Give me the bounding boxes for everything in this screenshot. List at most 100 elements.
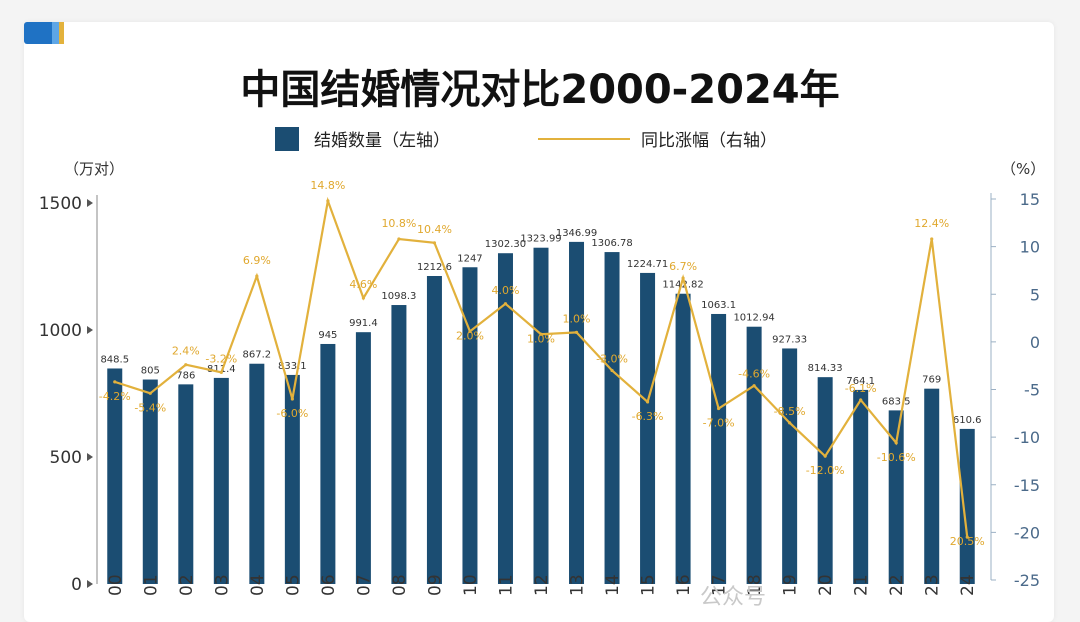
yoy-point xyxy=(326,199,330,203)
bar-22 xyxy=(888,410,904,584)
yoy-value-label: -3.2% xyxy=(205,352,237,365)
x-tick-label: 05 xyxy=(283,574,303,596)
bar-10 xyxy=(462,267,478,584)
yoy-point xyxy=(859,398,863,402)
yoy-point xyxy=(717,406,721,411)
yoy-value-label: 4.6% xyxy=(349,278,377,291)
bar-value-label: 1306.78 xyxy=(591,238,632,249)
bar-21 xyxy=(853,389,869,584)
yoy-value-label: -7.0% xyxy=(703,417,735,430)
bar-value-label: 1098.3 xyxy=(381,291,416,302)
bar-24 xyxy=(959,428,975,584)
yoy-value-label: 6.7% xyxy=(669,260,697,273)
bar-value-label: 1247 xyxy=(457,253,482,264)
bar-02 xyxy=(178,384,194,584)
yoy-value-label: -4.6% xyxy=(738,368,770,381)
legend-bar-swatch xyxy=(275,127,299,151)
x-tick-label: 23 xyxy=(923,574,943,596)
bar-value-label: 805 xyxy=(141,366,160,377)
x-tick-label: 13 xyxy=(568,574,588,596)
yoy-point xyxy=(397,237,401,241)
chart-title: 中国结婚情况对比2000-2024年 xyxy=(240,67,839,113)
bar-value-label: 991.4 xyxy=(349,318,378,329)
yoy-point xyxy=(965,535,969,539)
bar-00 xyxy=(107,368,123,584)
bar-value-label: 610.6 xyxy=(953,415,982,426)
right-tick-label: 15 xyxy=(1020,190,1040,209)
bar-13 xyxy=(569,241,585,585)
x-tick-label: 22 xyxy=(887,574,907,596)
bar-08 xyxy=(391,305,407,584)
yoy-point xyxy=(539,332,543,336)
left-tick-label: 1500 xyxy=(39,194,82,214)
yoy-value-label: 10.8% xyxy=(381,217,416,230)
yoy-point xyxy=(113,380,117,384)
yoy-value-label: -10.6% xyxy=(877,451,916,464)
yoy-value-label: -4.2% xyxy=(99,390,131,403)
yoy-point xyxy=(645,400,650,404)
yoy-point xyxy=(681,276,685,280)
yoy-value-label: -8.5% xyxy=(774,405,806,418)
bar-value-label: 1224.71 xyxy=(627,259,668,270)
left-tick-marker xyxy=(87,199,93,207)
bar-value-label: 927.33 xyxy=(772,334,807,345)
yoy-point xyxy=(574,330,579,334)
yoy-point xyxy=(610,368,614,373)
watermark: 公众号 xyxy=(700,585,766,607)
bar-04 xyxy=(249,363,265,584)
bar-14 xyxy=(604,252,620,584)
x-tick-label: 07 xyxy=(354,574,374,596)
left-tick-label: 0 xyxy=(71,575,82,595)
right-tick-label: -5 xyxy=(1024,381,1040,400)
right-axis-unit: （%） xyxy=(1001,160,1045,178)
combo-chart: 中国结婚情况对比2000-2024年 结婚数量（左轴） 同比涨幅（右轴） （万对… xyxy=(39,67,1046,607)
bar-06 xyxy=(320,343,336,584)
x-tick-label: 11 xyxy=(496,574,516,596)
bar-value-label: 786 xyxy=(176,370,195,381)
yoy-value-label: 1.0% xyxy=(527,332,555,345)
legend-line-label: 同比涨幅（右轴） xyxy=(641,131,777,151)
bar-value-label: 1212.6 xyxy=(417,262,452,273)
yoy-value-label: 10.4% xyxy=(417,223,452,236)
bar-value-label: 1323.99 xyxy=(520,234,561,245)
right-tick-label: 0 xyxy=(1030,333,1040,352)
yoy-value-label: -6.3% xyxy=(632,410,664,423)
yoy-point xyxy=(148,391,152,395)
yoy-point xyxy=(503,302,508,306)
x-tick-label: 19 xyxy=(781,574,801,596)
bar-value-label: 848.5 xyxy=(100,354,129,365)
yoy-point xyxy=(290,397,294,401)
left-tick-marker xyxy=(87,580,93,588)
bar-23 xyxy=(924,388,940,584)
x-tick-label: 08 xyxy=(390,574,410,596)
bar-19 xyxy=(782,348,798,584)
yoy-point xyxy=(184,363,188,367)
bar-17 xyxy=(711,313,727,584)
x-tick-label: 12 xyxy=(532,574,552,596)
yoy-value-label: 1.0% xyxy=(563,312,591,325)
left-axis-unit: （万对） xyxy=(64,160,124,178)
right-tick-label: 10 xyxy=(1020,238,1040,257)
yoy-point xyxy=(823,454,827,458)
bar-18 xyxy=(746,326,762,584)
yoy-value-label: 12.4% xyxy=(914,217,949,230)
x-tick-label: 02 xyxy=(177,574,197,596)
x-tick-label: 14 xyxy=(603,574,623,596)
yoy-point xyxy=(255,274,259,278)
bar-15 xyxy=(640,272,656,584)
bar-12 xyxy=(533,247,549,584)
bar-value-label: 1142.82 xyxy=(662,280,703,291)
left-tick-marker xyxy=(87,453,93,461)
bar-value-label: 1346.99 xyxy=(556,228,597,239)
x-tick-label: 20 xyxy=(816,574,836,596)
x-tick-label: 15 xyxy=(639,574,659,596)
yoy-point xyxy=(361,296,365,300)
bar-value-label: 1302.30 xyxy=(485,239,526,250)
bar-20 xyxy=(817,377,833,584)
x-tick-label: 09 xyxy=(425,574,445,596)
yoy-point xyxy=(468,329,472,333)
bar-11 xyxy=(497,253,513,584)
bars-group xyxy=(107,241,975,585)
